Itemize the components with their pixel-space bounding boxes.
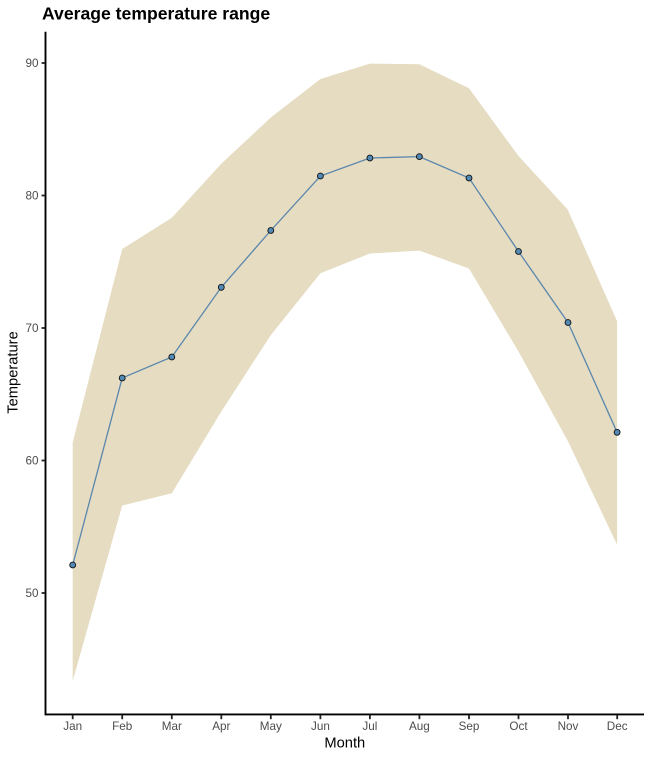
svg-text:Nov: Nov: [558, 720, 579, 733]
svg-text:50: 50: [25, 587, 39, 600]
svg-text:Oct: Oct: [509, 720, 528, 733]
svg-text:60: 60: [25, 455, 39, 468]
svg-text:70: 70: [25, 322, 39, 335]
svg-text:80: 80: [25, 190, 39, 203]
svg-text:May: May: [260, 720, 282, 733]
svg-text:Average temperature range: Average temperature range: [42, 4, 270, 24]
svg-text:Month: Month: [324, 736, 365, 752]
svg-text:Jul: Jul: [362, 720, 377, 733]
svg-text:Mar: Mar: [162, 720, 182, 733]
svg-text:Jun: Jun: [311, 720, 330, 733]
svg-text:Dec: Dec: [607, 720, 628, 733]
svg-text:Feb: Feb: [112, 720, 133, 733]
svg-text:90: 90: [25, 57, 39, 70]
svg-text:Sep: Sep: [459, 720, 480, 733]
svg-text:Aug: Aug: [409, 720, 430, 733]
svg-text:Apr: Apr: [212, 720, 230, 733]
svg-text:Jan: Jan: [63, 720, 82, 733]
svg-text:Temperature: Temperature: [5, 331, 21, 413]
